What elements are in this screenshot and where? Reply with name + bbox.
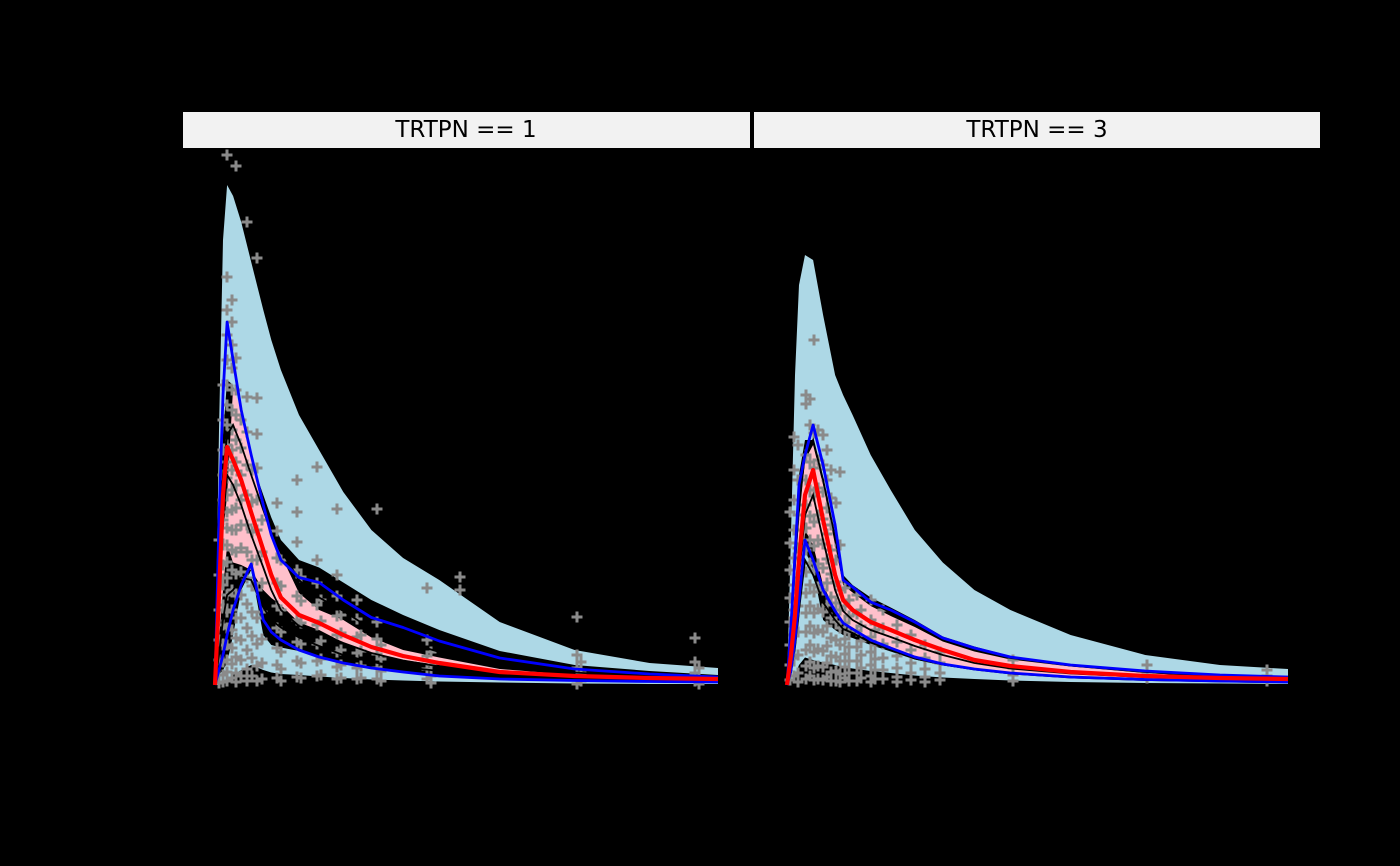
facet-strip-divider [750, 112, 754, 148]
upper-percentile-line [785, 423, 1289, 686]
facet-strip-background [183, 112, 750, 148]
panel-trtpn-1 [212, 149, 719, 690]
facet-strip-trtpn-3: TRTPN == 3 [754, 112, 1320, 148]
observed-percentile-line [214, 422, 719, 686]
panel-trtpn-3 [784, 255, 1289, 688]
upper-prediction-ribbon [787, 255, 1288, 685]
upper-prediction-ribbon [215, 185, 718, 685]
facet-strip-background [754, 112, 1320, 148]
facet-strip-label: TRTPN == 1 [394, 117, 536, 143]
lower-percentile-line [785, 538, 1289, 686]
upper-percentile-line [213, 320, 719, 686]
facet-strip-label: TRTPN == 3 [965, 117, 1107, 143]
median-line [212, 444, 719, 686]
observed-percentile-line [214, 576, 719, 686]
facet-strip-trtpn-1: TRTPN == 1 [183, 112, 750, 148]
observed-percentile-line [214, 472, 719, 686]
median-line [784, 467, 1289, 686]
lower-percentile-line [213, 562, 719, 686]
